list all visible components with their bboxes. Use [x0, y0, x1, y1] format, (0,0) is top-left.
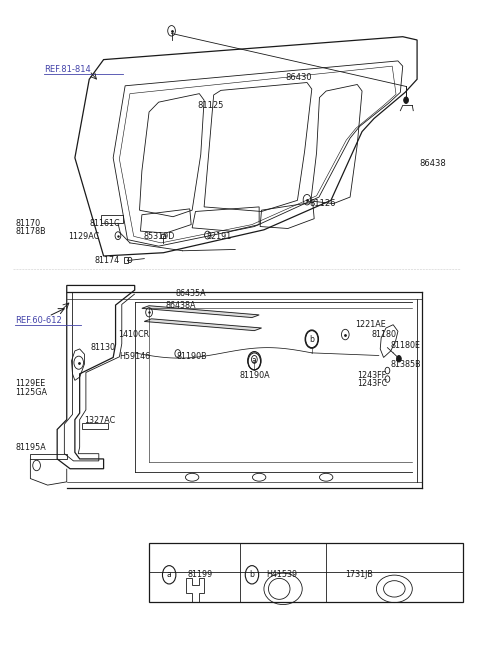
Text: 81180: 81180: [372, 330, 396, 339]
Text: b: b: [309, 335, 314, 344]
Text: 1243FF: 1243FF: [357, 371, 386, 380]
Text: 86435A: 86435A: [175, 289, 206, 298]
Text: 1221AE: 1221AE: [355, 320, 385, 329]
Text: 81126: 81126: [310, 199, 336, 208]
Circle shape: [175, 350, 180, 358]
Text: 81178B: 81178B: [15, 227, 46, 236]
Text: 1327AC: 1327AC: [84, 417, 116, 426]
Text: 81125: 81125: [197, 101, 223, 110]
Text: 1410CR: 1410CR: [118, 330, 149, 339]
Text: 1129AC: 1129AC: [68, 232, 99, 241]
Text: 81385B: 81385B: [391, 360, 421, 369]
Text: REF.81-814: REF.81-814: [44, 65, 91, 74]
Circle shape: [396, 356, 401, 362]
Circle shape: [252, 356, 257, 363]
Text: 82191: 82191: [206, 232, 232, 241]
Text: 81130: 81130: [91, 343, 116, 352]
Text: H41539: H41539: [266, 570, 298, 579]
Text: 86438: 86438: [420, 159, 446, 167]
Text: 1125GA: 1125GA: [15, 388, 47, 397]
Text: 86430: 86430: [286, 73, 312, 83]
Text: 81174: 81174: [94, 256, 119, 265]
Circle shape: [404, 97, 408, 104]
Text: 81190A: 81190A: [240, 371, 271, 380]
Text: 85319D: 85319D: [144, 232, 175, 241]
Text: 81195A: 81195A: [15, 443, 46, 451]
Text: 1129EE: 1129EE: [15, 379, 45, 388]
Text: 81199: 81199: [187, 570, 213, 579]
Text: REF.60-612: REF.60-612: [15, 316, 62, 325]
Text: b: b: [250, 570, 254, 579]
Polygon shape: [144, 319, 262, 331]
Text: 86438A: 86438A: [166, 300, 196, 310]
Text: H59146: H59146: [120, 352, 151, 361]
Text: 1243FC: 1243FC: [357, 379, 387, 388]
Text: 81161C: 81161C: [89, 218, 120, 228]
Text: 81190B: 81190B: [177, 352, 207, 361]
Text: a: a: [252, 356, 257, 365]
Text: 1731JB: 1731JB: [345, 570, 373, 579]
Text: 81180E: 81180E: [391, 340, 421, 350]
Text: a: a: [167, 570, 171, 579]
Polygon shape: [142, 306, 259, 318]
Text: 81170: 81170: [15, 218, 40, 228]
